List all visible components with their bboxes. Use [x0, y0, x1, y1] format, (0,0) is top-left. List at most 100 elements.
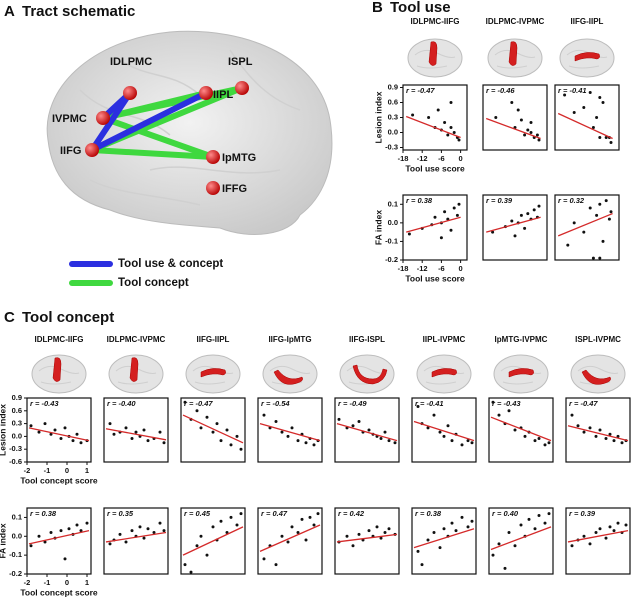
scatter-point [470, 441, 474, 445]
tract-shape [52, 357, 62, 382]
scatter-point [609, 141, 613, 144]
scatter-point [71, 439, 75, 443]
scatter-point [383, 430, 387, 434]
scatter-point [199, 534, 203, 538]
scatter-point [507, 409, 511, 413]
scatter-point [526, 212, 530, 216]
fit-line [490, 416, 552, 442]
plot-frame [482, 84, 548, 151]
y-tick-label: 0.9 [388, 82, 398, 91]
brain-thumbnail [559, 38, 615, 78]
scatter-point [416, 549, 420, 553]
scatter-point [503, 566, 507, 570]
scatter-point [510, 219, 514, 223]
scatter-point [588, 426, 592, 430]
scatter-point [443, 121, 447, 124]
scatter-point [158, 430, 162, 434]
scatter-point [235, 434, 239, 438]
correlation-label: r = 0.38 [415, 509, 442, 518]
fit-line [259, 422, 321, 442]
plot-frame [411, 507, 477, 575]
tract-shape [428, 41, 438, 66]
column-header: IIFG-IIPL [571, 17, 604, 26]
brain-thumbnail [493, 354, 549, 394]
y-tick-label: 0.1 [12, 512, 22, 521]
correlation-label: r = 0.35 [107, 509, 134, 518]
scatter-point [108, 542, 112, 546]
scatter-point [345, 534, 349, 538]
scatter-point [513, 234, 517, 238]
scatter-point [296, 439, 300, 443]
scatter-point [598, 256, 602, 260]
y-tick-label: 0.6 [12, 406, 22, 415]
scatter-point [235, 523, 239, 527]
column-header: IIFG-IIPL [197, 335, 230, 344]
y-tick-label: 0.0 [12, 531, 22, 540]
scatter-point [543, 521, 547, 525]
scatter-point [598, 428, 602, 432]
fit-line [413, 528, 475, 549]
scatter-point [312, 443, 316, 447]
scatter-point [337, 417, 341, 421]
scatter-point [491, 553, 495, 557]
node-label: IpMTG [222, 152, 256, 164]
correlation-label: r = -0.47 [569, 399, 598, 408]
brain-thumbnail [570, 354, 626, 394]
scatter-point [547, 512, 551, 516]
scatter-point [85, 521, 89, 525]
correlation-label: r = -0.43 [30, 399, 59, 408]
scatter-point [49, 531, 53, 535]
scatter-point [446, 217, 450, 221]
scatter-point [134, 430, 138, 434]
scatter-point [601, 239, 605, 243]
scatter-point [547, 441, 551, 445]
scatter-point [572, 111, 576, 114]
scatter-point [523, 434, 527, 438]
scatter-point [598, 202, 602, 206]
y-axis-label: Lesion index [373, 91, 383, 143]
scatter-point [608, 432, 612, 436]
scatter-point [457, 138, 461, 142]
scatter-point [189, 570, 193, 574]
node-label: IIFG [60, 145, 81, 157]
scatter-point [523, 133, 527, 137]
fit-line [486, 216, 541, 233]
scatter-point [312, 523, 316, 527]
x-tick-label: 1 [85, 578, 89, 587]
plot-frame [257, 507, 323, 575]
tract-shape [508, 368, 534, 378]
scatter-point [146, 527, 150, 531]
fit-line [405, 115, 461, 139]
legend-label: Tool use & concept [118, 258, 223, 270]
panel-title: Tract schematic [22, 3, 135, 20]
tract-shape [352, 364, 388, 385]
scatter-point [183, 563, 187, 567]
scatter-point [426, 538, 430, 542]
scatter-point [523, 226, 527, 230]
scatter-point [379, 536, 383, 540]
column-header: IIFG-IpMTG [268, 335, 311, 344]
scatter-point [598, 527, 602, 531]
node-label: IVPMC [52, 113, 87, 125]
scatter-point [199, 426, 203, 430]
scatter-point [601, 101, 605, 104]
scatter-point [591, 256, 595, 260]
scatter-point [43, 540, 47, 544]
fit-line [28, 427, 90, 442]
scatter-point [158, 521, 162, 525]
correlation-label: r = -0.41 [415, 399, 444, 408]
scatter-point [262, 413, 266, 417]
scatter-point [357, 419, 361, 423]
x-tick-label: 0 [459, 154, 463, 163]
scatter-point [532, 208, 536, 212]
scatter-point [427, 116, 431, 119]
scatter-point [588, 206, 592, 210]
plot-frame [565, 397, 631, 463]
fit-line [406, 216, 461, 233]
scatter-point [130, 437, 134, 441]
scatter-point [290, 426, 294, 430]
brain-outline [262, 354, 318, 394]
scatter-point [572, 221, 576, 225]
scatter-point [563, 93, 567, 97]
scatter-point [537, 514, 541, 518]
